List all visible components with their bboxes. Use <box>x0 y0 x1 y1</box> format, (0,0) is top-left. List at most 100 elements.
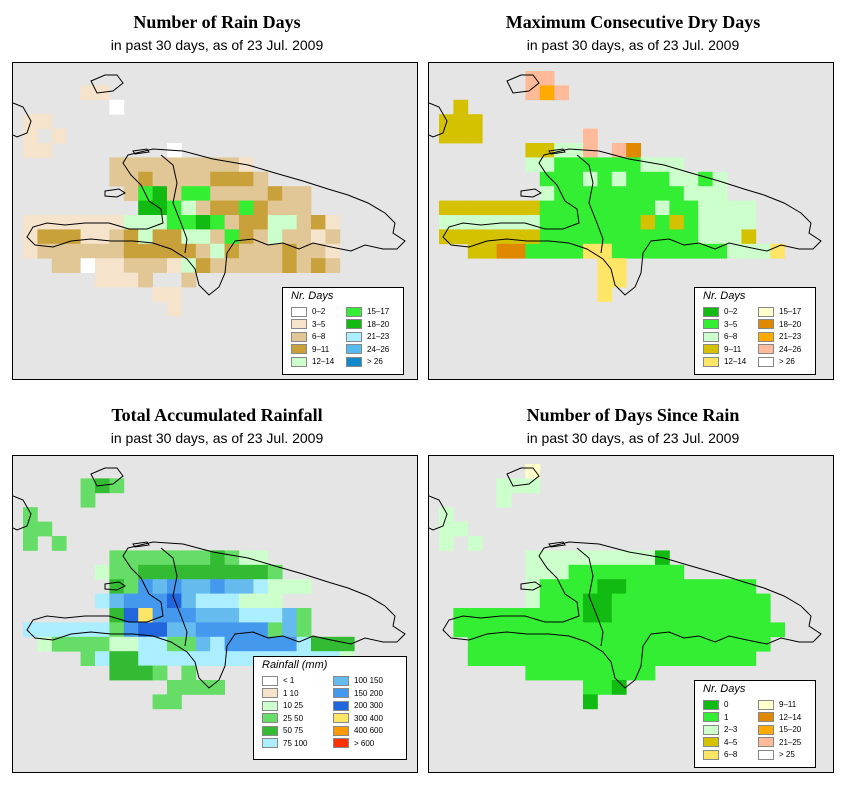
legend-item: 100 150 <box>333 675 383 687</box>
grid-cell <box>109 636 125 652</box>
grid-cell <box>683 243 699 259</box>
legend-item: 12–14 <box>758 712 801 724</box>
grid-cell <box>311 243 326 259</box>
grid-cell <box>611 171 627 187</box>
grid-cell <box>210 258 225 273</box>
grid-cell <box>597 243 613 259</box>
grid-cell <box>712 171 728 187</box>
grid-cell <box>511 651 526 666</box>
legend-label: > 25 <box>779 750 795 759</box>
grid-cell <box>669 608 685 623</box>
grid-cell <box>626 636 641 652</box>
grid-cell <box>138 622 153 638</box>
legend-swatch <box>333 688 349 699</box>
legend-label: 12–14 <box>312 357 335 366</box>
grid-cell <box>467 636 483 652</box>
grid-cell <box>698 579 713 594</box>
grid-cell <box>539 579 555 594</box>
legend-label: 21–23 <box>367 332 390 341</box>
grid-cell <box>66 243 81 259</box>
grid-cell <box>167 651 182 666</box>
grid-cell <box>626 622 641 638</box>
grid-cell <box>195 258 211 273</box>
legend-label: 24–26 <box>367 344 390 354</box>
grid-cell <box>224 186 240 201</box>
grid-cell <box>239 622 254 638</box>
grid-cell <box>467 229 483 245</box>
grid-cell <box>138 550 153 566</box>
grid-cell <box>482 608 497 623</box>
grid-cell <box>712 579 728 594</box>
grid-cell <box>640 636 656 652</box>
grid-cell <box>640 622 656 638</box>
grid-cell <box>698 651 713 666</box>
legend-label: > 26 <box>779 357 795 366</box>
grid-cell <box>712 622 728 638</box>
grid-cell <box>224 200 240 216</box>
legend-swatch <box>703 331 719 342</box>
grid-cell <box>325 229 341 245</box>
legend-swatch <box>262 713 278 724</box>
grid-cell <box>181 258 197 273</box>
grid-cell <box>626 550 641 566</box>
legend-label: < 1 <box>283 676 295 685</box>
grid-cell <box>37 143 53 158</box>
legend-swatch <box>758 737 774 748</box>
grid-cell <box>267 622 283 638</box>
legend-label: 1 10 <box>283 688 299 698</box>
legend-item: 21–23 <box>346 331 389 343</box>
grid-cell <box>539 550 555 566</box>
legend-label: 10 25 <box>283 701 304 710</box>
grid-cell <box>138 229 153 245</box>
legend-label: 6–8 <box>312 332 326 341</box>
grid-cell <box>210 229 225 245</box>
grid-cell <box>195 229 211 245</box>
grid-cell <box>669 243 685 259</box>
grid-cell <box>554 636 569 652</box>
grid-cell <box>741 579 757 594</box>
grid-cell <box>453 128 469 144</box>
grid-cell <box>712 229 728 245</box>
grid-cell <box>597 665 613 681</box>
grid-cell <box>583 694 598 710</box>
legend-item: > 600 <box>333 738 374 750</box>
grid-cell <box>626 215 641 230</box>
grid-cell <box>109 478 125 494</box>
grid-cell <box>282 243 297 259</box>
legend-swatch <box>262 688 278 699</box>
coastline <box>13 495 32 531</box>
grid-cell <box>698 215 713 230</box>
grid-cell <box>539 564 555 580</box>
map-legend: Rainfall (mm) < 1 1 10 10 25 25 50 50 75 75 10… <box>253 656 407 760</box>
grid-cell <box>482 215 497 230</box>
grid-cell <box>181 186 197 201</box>
grid-cell <box>741 229 757 245</box>
grid-cell <box>181 608 197 623</box>
grid-cell <box>267 564 283 580</box>
grid-cell <box>167 287 182 302</box>
grid-cell <box>525 564 541 580</box>
grid-cell <box>597 579 613 594</box>
grid-cell <box>66 636 81 652</box>
grid-cell <box>655 186 670 201</box>
grid-cell <box>597 564 613 580</box>
grid-cell <box>568 550 584 566</box>
legend-swatch <box>758 344 774 355</box>
grid-cell <box>683 608 699 623</box>
legend-item: 15–20 <box>758 724 801 736</box>
grid-cell <box>123 665 139 681</box>
grid-cell <box>669 157 685 173</box>
grid-cell <box>583 171 598 187</box>
panel-title: Number of Rain Days <box>133 12 301 32</box>
grid-cell <box>37 114 53 129</box>
map-frame: Nr. Days 0–2 3–5 6–8 9–11 12–14 15–17 18–20 21–2… <box>12 62 418 380</box>
legend-item: 0–2 <box>703 306 737 318</box>
grid-cell <box>80 85 96 101</box>
grid-cell <box>712 608 728 623</box>
grid-cell <box>467 622 483 638</box>
legend-label: 9–11 <box>312 344 330 354</box>
coastline <box>548 148 566 155</box>
grid-cell <box>123 272 139 288</box>
grid-cell <box>195 200 211 216</box>
grid-cell <box>95 215 110 230</box>
